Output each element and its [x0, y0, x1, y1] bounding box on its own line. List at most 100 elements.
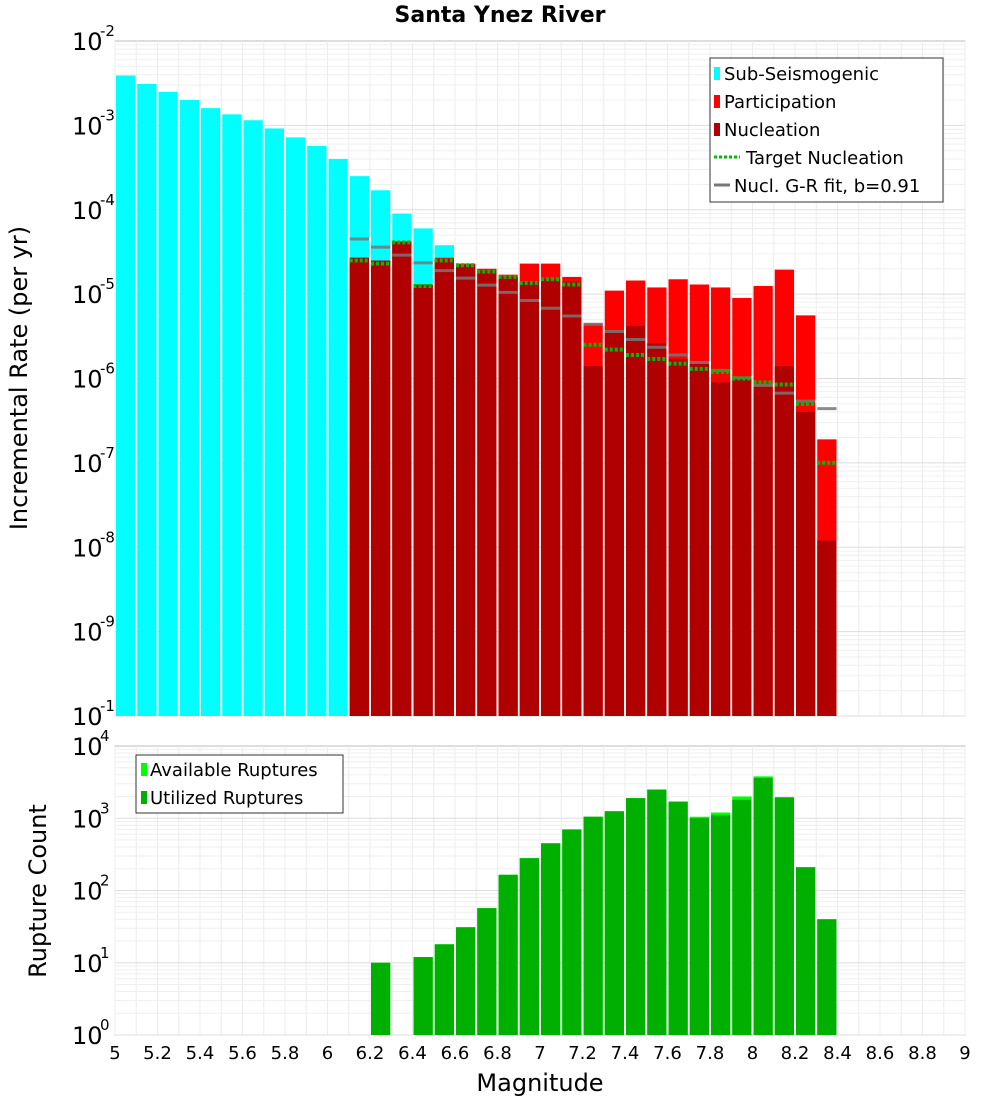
y-tick-exponent: 0	[100, 1016, 110, 1034]
legend-label-target-nucleation: Target Nucleation	[745, 148, 904, 169]
sub-seismogenic-bar	[264, 128, 284, 716]
x-tick-labels: 5 5.2 5.4 5.6 5.8 6 6.2 6.4 6.6 6.8 7 7.2 7.4 7.6 7.8 8…	[109, 1043, 970, 1064]
y-tick-label: 10	[72, 950, 103, 978]
utilized-ruptures-bar	[817, 919, 837, 1035]
sub-seismogenic-bar	[307, 145, 327, 717]
nucleation-bar	[349, 257, 369, 716]
y-tick-exponent: -4	[100, 191, 115, 209]
y-tick-exponent: -5	[100, 275, 115, 293]
nucleation-bar	[477, 270, 497, 716]
legend-swatch-sub-seismogenic	[714, 67, 720, 80]
nucleation-bar	[604, 331, 624, 716]
y-tick-label: 10	[72, 112, 103, 140]
x-tick-label: 5.2	[143, 1043, 172, 1064]
nucleation-bar	[647, 343, 667, 716]
legend-label-gr-fit: Nucl. G-R fit, b=0.91	[734, 176, 920, 197]
x-tick-label: 7.8	[696, 1043, 725, 1064]
top-legend-box	[709, 57, 944, 203]
utilized-ruptures-bar	[647, 789, 667, 1035]
utilized-ruptures-bar	[413, 957, 433, 1035]
x-tick-label: 7	[534, 1043, 545, 1064]
nucleation-bar	[796, 412, 816, 716]
y-tick-label: 10	[72, 878, 103, 906]
sub-seismogenic-bar	[222, 114, 242, 716]
nucleation-bar	[753, 386, 773, 716]
x-tick-label: 5.4	[186, 1043, 215, 1064]
nucleation-bar	[371, 260, 391, 716]
y-tick-exponent: 3	[100, 799, 110, 817]
sub-seismogenic-bar	[243, 120, 263, 717]
y-tick-exponent: -9	[100, 613, 115, 631]
sub-seismogenic-bar	[286, 137, 306, 716]
sub-seismogenic-bar	[116, 75, 136, 717]
x-tick-label: 6.2	[356, 1043, 385, 1064]
nucleation-series	[349, 241, 837, 717]
y-tick-exponent: 1	[100, 944, 110, 962]
nucleation-bar	[456, 265, 476, 716]
utilized-ruptures-bar	[371, 962, 391, 1035]
sub-seismogenic-bar	[179, 99, 199, 717]
y-tick-exponent: 2	[100, 872, 110, 890]
x-tick-label: 8	[747, 1043, 758, 1064]
gr-fit-series	[349, 237, 837, 411]
utilized-ruptures-bar	[541, 843, 561, 1035]
y-tick-label: 10	[72, 366, 103, 394]
legend-label-nucleation: Nucleation	[724, 120, 820, 141]
bottom-legend-box	[135, 754, 344, 814]
y-tick-label: 10	[72, 534, 103, 562]
legend-label-participation: Participation	[724, 92, 836, 113]
nucleation-bar	[413, 284, 433, 716]
utilized-ruptures-bar	[668, 801, 688, 1035]
nucleation-bar	[434, 259, 454, 716]
y-tick-label: 10	[72, 703, 103, 731]
x-tick-label: 6.8	[483, 1043, 512, 1064]
nucleation-bar	[562, 281, 582, 716]
utilized-ruptures-bar	[626, 798, 646, 1035]
x-tick-label: 7.4	[611, 1043, 640, 1064]
nucleation-bar	[392, 241, 412, 717]
utilized-ruptures-bar	[732, 799, 752, 1035]
y-tick-label: 10	[72, 450, 103, 478]
nucleation-bar	[541, 279, 561, 716]
y-tick-exponent: -8	[100, 528, 115, 546]
legend-label-sub-seismogenic: Sub-Seismogenic	[724, 64, 879, 85]
legend-swatch-participation	[714, 95, 720, 108]
y-tick-exponent: -2	[100, 22, 115, 40]
bottom-legend: Available Ruptures Utilized Ruptures	[135, 754, 344, 814]
utilized-ruptures-bar	[604, 811, 624, 1035]
y-tick-label: 10	[72, 805, 103, 833]
nucleation-bar	[626, 325, 646, 716]
legend-swatch-available	[141, 763, 147, 776]
chart-title: Santa Ynez River	[395, 3, 606, 28]
y-tick-exponent: -6	[100, 360, 115, 378]
x-tick-label: 8.4	[823, 1043, 852, 1064]
utilized-ruptures-bar	[796, 867, 816, 1035]
y-tick-label: 10	[72, 733, 103, 761]
sub-seismogenic-bar	[137, 83, 157, 716]
utilized-ruptures-bar	[456, 927, 476, 1035]
nucleation-bar	[583, 366, 603, 716]
nucleation-bar	[711, 382, 731, 716]
x-tick-label: 8.6	[866, 1043, 895, 1064]
utilized-ruptures-bar	[434, 944, 454, 1035]
x-tick-label: 6	[322, 1043, 333, 1064]
x-tick-label: 5.6	[228, 1043, 257, 1064]
x-tick-label: 6.4	[398, 1043, 427, 1064]
legend-label-available: Available Ruptures	[150, 760, 318, 781]
nucleation-bar	[689, 363, 709, 716]
nucleation-bar	[498, 276, 518, 716]
legend-label-utilized: Utilized Ruptures	[150, 788, 303, 809]
sub-seismogenic-bar	[201, 108, 221, 717]
legend-swatch-nucleation	[714, 123, 720, 136]
y-tick-label: 10	[72, 281, 103, 309]
utilized-ruptures-bar	[477, 908, 497, 1035]
top-legend: Sub-Seismogenic Participation Nucleation…	[709, 57, 944, 203]
x-tick-label: 8.2	[781, 1043, 810, 1064]
utilized-ruptures-bar	[711, 815, 731, 1035]
x-tick-label: 9	[959, 1043, 970, 1064]
utilized-ruptures-series	[371, 778, 837, 1035]
